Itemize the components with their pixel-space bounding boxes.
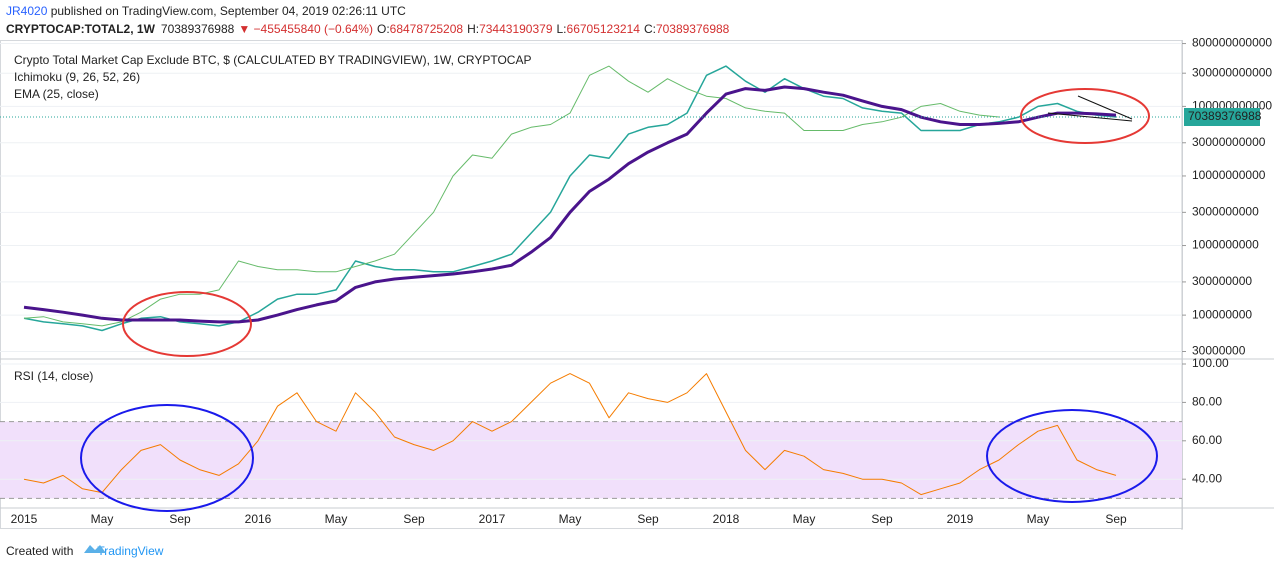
legend-entry: EMA (25, close) xyxy=(14,87,99,101)
annotation-circle xyxy=(1020,88,1150,144)
symbol: CRYPTOCAP:TOTAL2, 1W xyxy=(6,22,156,36)
y-tick-label: 40.00 xyxy=(1192,471,1222,485)
x-tick-label: May xyxy=(325,512,348,526)
h-label: H: xyxy=(467,22,479,36)
l-value: 66705123214 xyxy=(567,22,641,36)
rsi-band xyxy=(0,421,1182,499)
footer-created: Created with TradingView xyxy=(6,544,164,558)
annotation-circle xyxy=(986,409,1158,503)
x-tick-label: Sep xyxy=(871,512,893,526)
legend-entry: Ichimoku (9, 26, 52, 26) xyxy=(14,70,140,84)
change: ▼ −455455840 (−0.64%) xyxy=(238,22,373,36)
chart-title: Crypto Total Market Cap Exclude BTC, $ (… xyxy=(14,53,531,67)
c-label: C: xyxy=(644,22,656,36)
brand[interactable]: TradingView xyxy=(97,544,163,558)
y-tick-label: 3000000000 xyxy=(1192,205,1259,219)
o-value: 68478725208 xyxy=(390,22,464,36)
author: JR4020 xyxy=(6,4,48,18)
legend-entry: RSI (14, close) xyxy=(14,369,93,383)
y-tick-label: 300000000 xyxy=(1192,274,1252,288)
created: Created with xyxy=(6,544,73,558)
brand-logo xyxy=(84,545,106,553)
symbol-line: CRYPTOCAP:TOTAL2, 1W 70389376988 ▼ −455455… xyxy=(6,22,730,36)
y-tick-label: 1000000000 xyxy=(1192,238,1259,252)
y-tick-label: 30000000000 xyxy=(1192,135,1266,149)
annotation-circle xyxy=(80,404,254,512)
y-tick-label: 60.00 xyxy=(1192,433,1222,447)
x-tick-label: 2017 xyxy=(479,512,506,526)
series-line xyxy=(23,85,1117,324)
x-tick-label: May xyxy=(91,512,114,526)
series-line xyxy=(23,65,1000,327)
last-price-box xyxy=(1184,107,1260,126)
series-line xyxy=(23,373,1117,496)
last: 70389376988 xyxy=(161,22,235,36)
y-tick-label: 10000000000 xyxy=(1192,168,1266,182)
y-tick-label: 100000000 xyxy=(1192,307,1252,321)
c-value: 70389376988 xyxy=(656,22,730,36)
y-tick-label: 30000000 xyxy=(1192,344,1246,358)
x-tick-label: Sep xyxy=(403,512,425,526)
x-tick-label: 2018 xyxy=(713,512,740,526)
marks: 2015 May Sep 2016 May Sep 2017 May Sep 2018 May Sep… xyxy=(0,36,1272,526)
x-tick-label: 2015 xyxy=(11,512,38,526)
l-label: L: xyxy=(557,22,567,36)
o-label: O: xyxy=(377,22,390,36)
x-tick-label: May xyxy=(1027,512,1050,526)
x-tick-label: Sep xyxy=(637,512,659,526)
series-line xyxy=(23,65,1117,332)
published: published on TradingView.com, September … xyxy=(47,4,406,18)
x-tick-label: 2016 xyxy=(245,512,272,526)
x-tick-label: 2019 xyxy=(947,512,974,526)
y-tick-label: 80.00 xyxy=(1192,395,1222,409)
x-tick-label: May xyxy=(793,512,816,526)
y-tick-label: 800000000000 xyxy=(1192,36,1272,50)
x-tick-label: May xyxy=(559,512,582,526)
y-tick-label: 300000000000 xyxy=(1192,65,1272,79)
x-tick-label: Sep xyxy=(1105,512,1127,526)
y-tick-label: 100.00 xyxy=(1192,356,1229,370)
trend-line xyxy=(1077,95,1133,120)
x-tick-label: Sep xyxy=(169,512,191,526)
annotation-circle xyxy=(122,291,252,357)
last-price-label: 70389376988 xyxy=(1188,109,1262,123)
h-value: 73443190379 xyxy=(479,22,553,36)
trend-line xyxy=(1047,112,1133,122)
header-line: JR4020 published on TradingView.com, Sep… xyxy=(6,4,406,18)
